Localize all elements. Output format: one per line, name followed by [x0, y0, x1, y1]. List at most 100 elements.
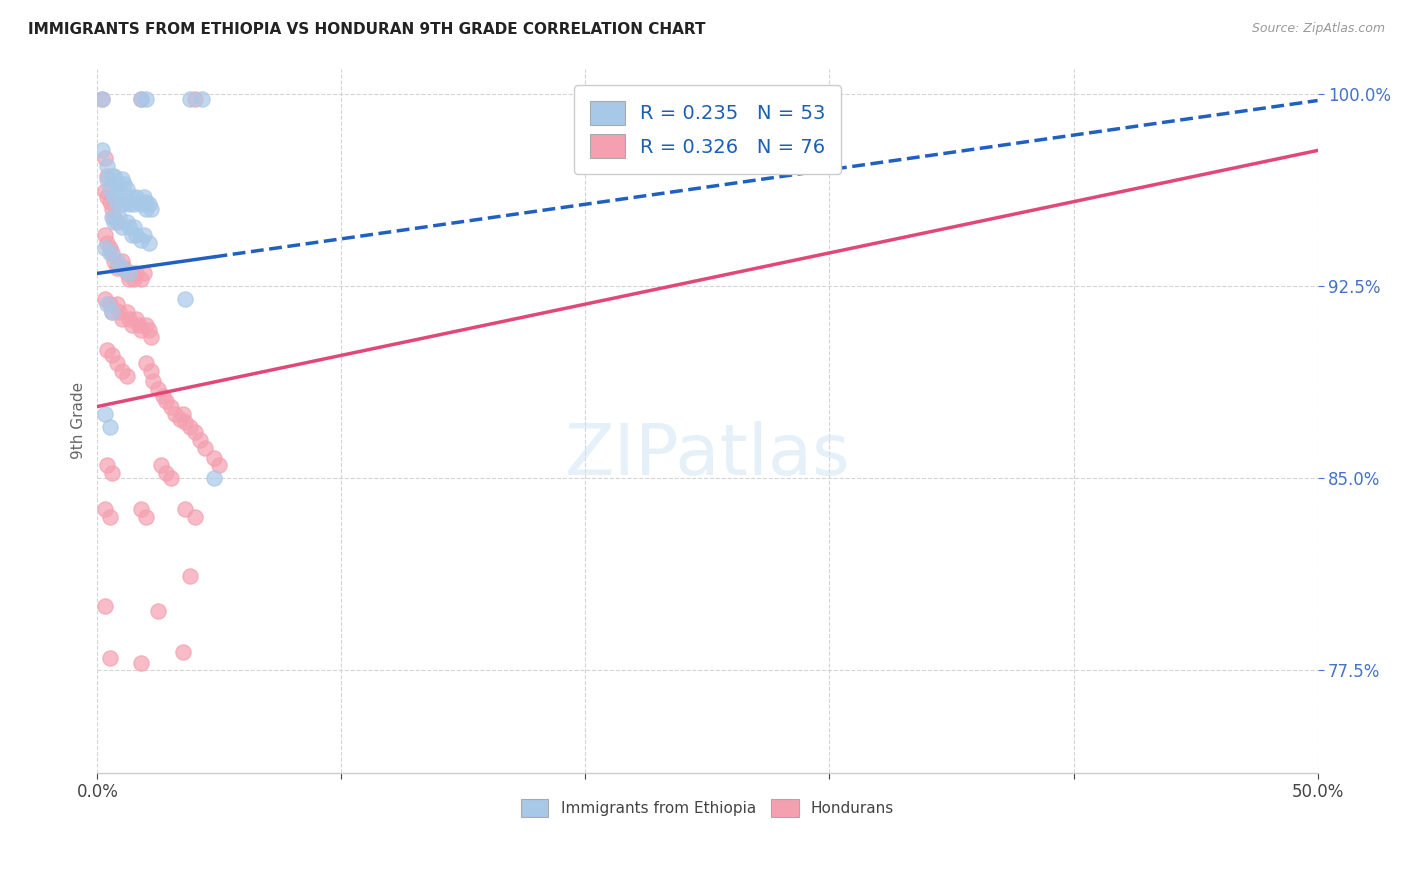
Point — [172, 645, 194, 659]
Point — [103, 253, 125, 268]
Point — [98, 297, 121, 311]
Point — [132, 227, 155, 242]
Point — [155, 394, 177, 409]
Point — [101, 169, 124, 183]
Point — [129, 323, 152, 337]
Point — [112, 261, 135, 276]
Point — [135, 194, 157, 209]
Point — [115, 182, 138, 196]
Point — [129, 233, 152, 247]
Point — [103, 210, 125, 224]
Point — [135, 92, 157, 106]
Point — [96, 297, 118, 311]
Point — [125, 266, 148, 280]
Point — [96, 343, 118, 358]
Text: IMMIGRANTS FROM ETHIOPIA VS HONDURAN 9TH GRADE CORRELATION CHART: IMMIGRANTS FROM ETHIOPIA VS HONDURAN 9TH… — [28, 22, 706, 37]
Point — [159, 471, 181, 485]
Point — [179, 568, 201, 582]
Point — [179, 92, 201, 106]
Point — [159, 400, 181, 414]
Point — [96, 171, 118, 186]
Point — [111, 197, 134, 211]
Point — [169, 412, 191, 426]
Point — [115, 194, 138, 209]
Point — [121, 227, 143, 242]
Point — [105, 215, 128, 229]
Point — [105, 194, 128, 209]
Point — [118, 220, 141, 235]
Point — [135, 356, 157, 370]
Point — [111, 364, 134, 378]
Point — [91, 144, 114, 158]
Point — [129, 197, 152, 211]
Point — [108, 182, 131, 196]
Point — [208, 458, 231, 473]
Point — [149, 458, 172, 473]
Point — [129, 656, 152, 670]
Point — [118, 197, 141, 211]
Point — [125, 312, 148, 326]
Point — [105, 297, 128, 311]
Point — [93, 185, 115, 199]
Point — [93, 292, 115, 306]
Point — [98, 182, 121, 196]
Point — [184, 92, 207, 106]
Point — [93, 151, 115, 165]
Point — [112, 177, 135, 191]
Point — [93, 241, 115, 255]
Point — [118, 266, 141, 280]
Point — [101, 348, 124, 362]
Point — [118, 271, 141, 285]
Point — [174, 502, 197, 516]
Text: ZIPatlas: ZIPatlas — [565, 421, 851, 491]
Point — [122, 197, 145, 211]
Point — [105, 177, 128, 191]
Point — [98, 194, 121, 209]
Point — [108, 305, 131, 319]
Point — [191, 92, 214, 106]
Point — [204, 471, 226, 485]
Point — [101, 246, 124, 260]
Point — [129, 502, 152, 516]
Point — [98, 241, 121, 255]
Point — [101, 202, 124, 217]
Point — [139, 330, 162, 344]
Point — [172, 407, 194, 421]
Point — [138, 235, 160, 250]
Point — [91, 92, 114, 106]
Point — [101, 305, 124, 319]
Point — [122, 220, 145, 235]
Point — [165, 407, 187, 421]
Y-axis label: 9th Grade: 9th Grade — [72, 382, 86, 459]
Point — [96, 458, 118, 473]
Point — [96, 159, 118, 173]
Point — [129, 92, 152, 106]
Point — [129, 271, 152, 285]
Point — [179, 420, 201, 434]
Point — [118, 312, 141, 326]
Point — [91, 92, 114, 106]
Point — [138, 197, 160, 211]
Point — [101, 210, 124, 224]
Point — [148, 604, 170, 618]
Point — [174, 292, 197, 306]
Point — [93, 502, 115, 516]
Point — [93, 227, 115, 242]
Point — [174, 415, 197, 429]
Point — [105, 261, 128, 276]
Point — [122, 271, 145, 285]
Point — [139, 364, 162, 378]
Point — [103, 215, 125, 229]
Point — [121, 318, 143, 332]
Point — [98, 246, 121, 260]
Point — [105, 356, 128, 370]
Point — [125, 227, 148, 242]
Point — [93, 599, 115, 614]
Point — [135, 509, 157, 524]
Point — [98, 509, 121, 524]
Point — [111, 312, 134, 326]
Point — [98, 650, 121, 665]
Point — [142, 374, 165, 388]
Point — [138, 323, 160, 337]
Point — [194, 441, 217, 455]
